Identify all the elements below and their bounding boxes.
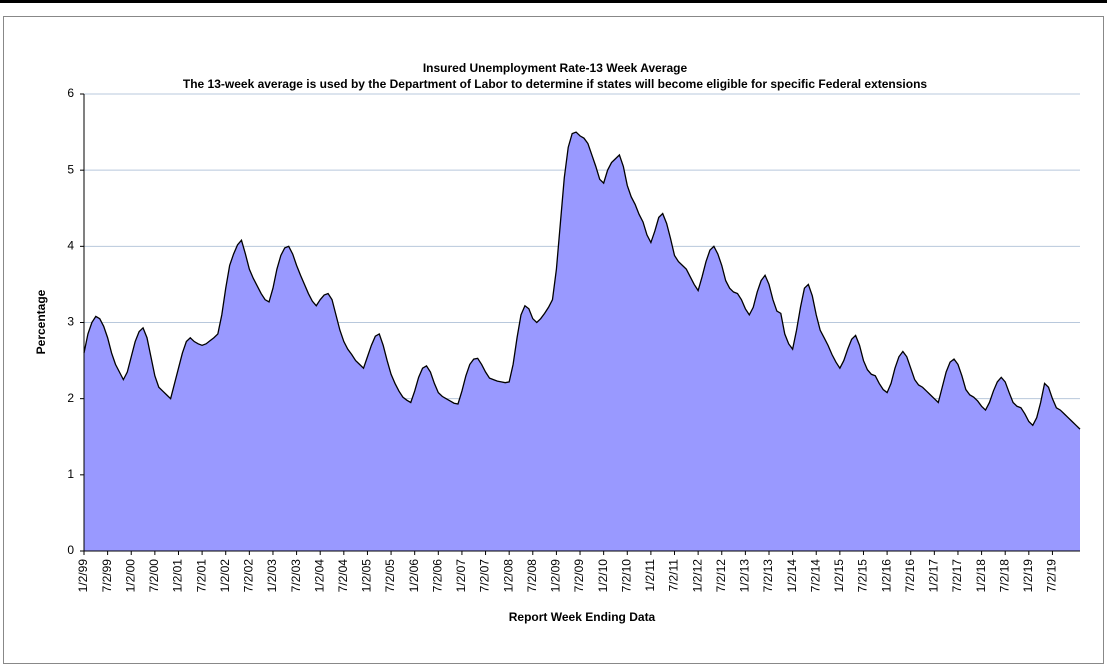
x-tick-label: 1/2/02 [218,559,232,593]
x-tick-label: 1/2/19 [1021,559,1035,593]
x-tick-label: 1/2/04 [312,559,326,593]
x-tick-label: 7/2/18 [997,559,1011,593]
x-tick-label: 7/2/16 [903,559,917,593]
area-fill [84,132,1080,551]
x-tick-label: 7/2/10 [619,559,633,593]
x-tick-label: 7/2/07 [478,559,492,593]
x-tick-label: 1/2/12 [690,559,704,593]
x-tick-label: 7/2/14 [808,559,822,593]
x-tick-label: 1/2/18 [974,559,988,593]
x-tick-label: 1/2/13 [738,559,752,593]
x-tick-label: 7/2/05 [383,559,397,593]
y-tick-label: 1 [67,467,74,481]
x-tick-label: 1/2/17 [927,559,941,593]
x-tick-label: 1/2/01 [171,559,185,593]
x-tick-label: 7/2/17 [950,559,964,593]
y-tick-label: 4 [67,239,74,253]
x-tick-label: 7/2/15 [856,559,870,593]
x-tick-label: 1/2/14 [785,559,799,593]
x-tick-label: 1/2/07 [454,559,468,593]
x-tick-label: 7/2/08 [525,559,539,593]
x-tick-label: 7/2/09 [572,559,586,593]
x-tick-label: 7/2/13 [761,559,775,593]
y-tick-label: 6 [67,86,74,100]
x-tick-label: 1/2/16 [879,559,893,593]
x-tick-label: 1/2/09 [549,559,563,593]
x-tick-label: 7/2/01 [194,559,208,593]
x-tick-label: 1/2/00 [123,559,137,593]
y-tick-label: 5 [67,162,74,176]
y-tick-label: 2 [67,391,74,405]
top-bar [0,0,1107,3]
area-line [83,131,1081,430]
x-tick-label: 7/2/03 [289,559,303,593]
x-tick-label: 7/2/06 [430,559,444,593]
x-tick-label: 1/2/15 [832,559,846,593]
titles: Insured Unemployment Rate-13 Week Averag… [155,60,955,92]
x-tick-label: 1/2/08 [501,559,515,593]
x-tick-label: 7/2/19 [1045,559,1059,593]
x-tick-label: 7/2/00 [147,559,161,593]
y-tick-label: 3 [67,315,74,329]
y-axis-label: Percentage [34,289,48,354]
x-tick-label: 7/2/04 [336,559,350,593]
x-tick-label: 1/2/99 [76,559,90,593]
chart-subtitle: The 13-week average is used by the Depar… [182,77,928,91]
x-tick-label: 7/2/11 [667,559,681,592]
x-tick-label: 1/2/10 [596,559,610,593]
x-tick-label: 7/2/99 [100,559,114,593]
x-tick-label: 1/2/11 [643,559,657,592]
x-axis-label: Report Week Ending Data [509,610,656,624]
x-tick-label: 1/2/03 [265,559,279,593]
x-tick-label: 7/2/12 [714,559,728,593]
x-tick-label: 1/2/05 [360,559,374,593]
y-tick-label: 0 [67,543,74,557]
x-tick-label: 7/2/02 [242,559,256,593]
x-tick-label: 1/2/06 [407,559,421,593]
chart-title: Insured Unemployment Rate-13 Week Averag… [422,61,688,75]
